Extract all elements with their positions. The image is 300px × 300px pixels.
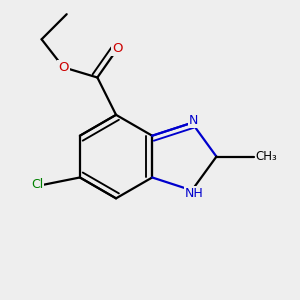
Text: O: O bbox=[112, 42, 123, 55]
Text: NH: NH bbox=[185, 187, 203, 200]
Text: Cl: Cl bbox=[31, 178, 43, 191]
Text: O: O bbox=[58, 61, 69, 74]
Text: N: N bbox=[189, 114, 198, 127]
Text: CH₃: CH₃ bbox=[256, 150, 278, 163]
